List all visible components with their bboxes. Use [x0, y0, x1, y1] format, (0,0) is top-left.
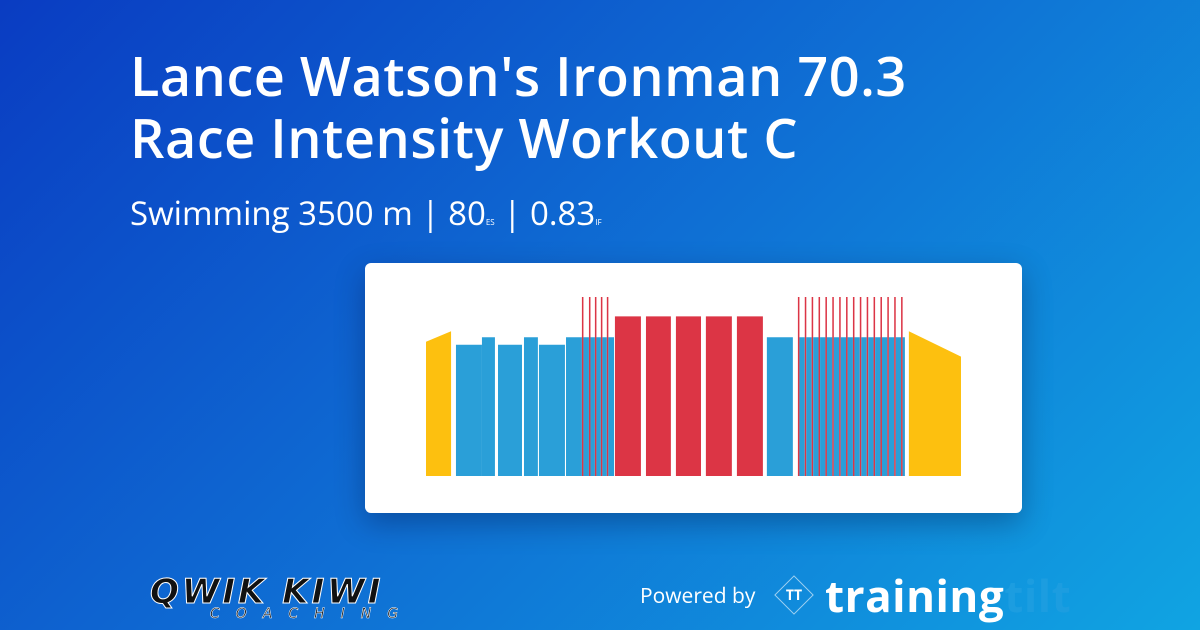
interval — [596, 337, 601, 476]
subtitle: Swimming 3500 m | 80ES | 0.83IF — [130, 190, 602, 235]
interval — [590, 337, 595, 476]
logo-sub: COACHING — [210, 606, 415, 623]
distance: 3500 m — [298, 190, 413, 235]
stress: 80 — [448, 190, 486, 235]
interval — [895, 337, 902, 476]
interval — [818, 297, 821, 476]
title-line: Race Intensity Workout C — [130, 100, 799, 174]
interval — [894, 297, 896, 476]
interval — [881, 337, 888, 476]
sport: Swimming — [130, 190, 290, 235]
interval — [797, 297, 800, 476]
chart-card — [365, 263, 1022, 513]
interval — [600, 297, 603, 476]
interval — [826, 337, 833, 476]
interval — [614, 316, 641, 476]
title: Lance Watson's Ironman 70.3 Race Intensi… — [130, 44, 907, 168]
interval — [839, 297, 841, 476]
interval — [581, 297, 584, 476]
interval — [833, 337, 840, 476]
interval — [846, 297, 848, 476]
interval — [799, 337, 805, 476]
interval — [901, 297, 903, 476]
intensity: 0.83 — [529, 190, 596, 235]
interval — [806, 337, 812, 476]
interval — [840, 337, 847, 476]
interval — [859, 297, 862, 476]
brand-a: training — [825, 565, 1005, 625]
interval — [804, 297, 807, 476]
interval — [902, 337, 905, 476]
interval — [888, 337, 895, 476]
chart — [426, 297, 961, 476]
interval — [566, 337, 582, 476]
title-line: Lance Watson's Ironman 70.3 — [130, 38, 907, 112]
interval — [608, 337, 615, 476]
interval — [766, 337, 793, 476]
interval — [820, 337, 826, 476]
interval — [873, 297, 876, 476]
interval — [908, 331, 961, 476]
interval — [675, 316, 701, 476]
interval — [606, 297, 609, 476]
logo: QWIK KIWI — [149, 572, 384, 613]
interval — [426, 331, 452, 476]
interval — [594, 297, 597, 476]
interval — [538, 344, 565, 476]
interval — [645, 316, 671, 476]
intensity-unit: IF — [595, 217, 602, 228]
interval — [832, 297, 834, 476]
interval — [887, 297, 889, 476]
brand-b: tilt — [1004, 565, 1072, 625]
interval — [705, 316, 732, 476]
brand-icon: TT — [774, 575, 814, 615]
brand: trainingtilt — [825, 565, 1071, 625]
brand-icon-text: TT — [785, 585, 803, 605]
interval — [813, 337, 819, 476]
interval — [811, 297, 814, 476]
interval — [866, 297, 869, 476]
interval — [847, 337, 853, 476]
separator: | — [503, 190, 522, 235]
separator: | — [421, 190, 440, 235]
interval — [455, 344, 482, 476]
interval — [583, 337, 589, 476]
interval — [861, 337, 867, 476]
interval — [854, 337, 860, 476]
interval — [875, 337, 881, 476]
interval — [497, 344, 522, 476]
interval — [852, 297, 855, 476]
interval — [588, 297, 591, 476]
stress-unit: ES — [485, 217, 495, 228]
interval — [602, 337, 607, 476]
interval — [880, 297, 882, 476]
interval — [736, 316, 763, 476]
interval — [868, 337, 874, 476]
interval — [481, 337, 495, 476]
powered-by: Powered by — [640, 582, 756, 610]
interval — [523, 337, 538, 476]
interval — [825, 297, 827, 476]
